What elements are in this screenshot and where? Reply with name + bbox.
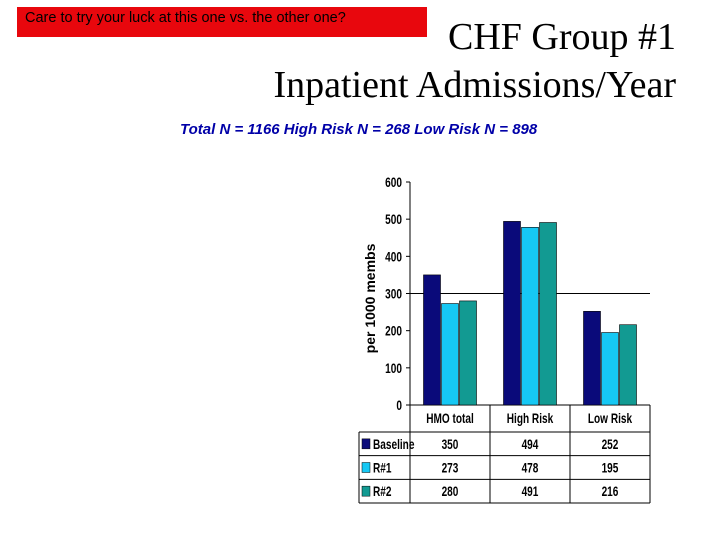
table-value-baseline-high-risk: 494 — [522, 436, 539, 452]
table-value-baseline-hmo-total: 350 — [442, 436, 459, 452]
y-tick-label-200: 200 — [385, 323, 402, 339]
table-value-r2-hmo-total: 280 — [442, 484, 459, 500]
bar-low-risk-r2 — [619, 324, 637, 406]
legend-swatch-r2 — [361, 485, 371, 497]
y-tick-label-300: 300 — [385, 286, 402, 302]
admissions-bar-chart: 0 100 200 300 400 500 600 per 1000 membs HMO tot… — [358, 174, 651, 504]
table-value-r2-high-risk: 491 — [522, 484, 539, 500]
table-value-r1-hmo-total: 273 — [442, 460, 459, 476]
bar-low-risk-baseline — [583, 311, 601, 406]
x-tick-label-hmo-total: HMO total — [426, 410, 474, 426]
banner-note: Care to try your luck at this one vs. th… — [17, 7, 427, 37]
bar-hmo-total-baseline — [423, 274, 441, 406]
legend-swatch-r1 — [361, 462, 371, 473]
legend-swatch-baseline — [361, 438, 371, 450]
slide-title-line1: CHF Group #1 — [447, 16, 676, 58]
y-tick-label-0: 0 — [396, 397, 402, 413]
table-value-r1-high-risk: 478 — [522, 460, 539, 476]
population-summary: Total N = 1166 High Risk N = 268 Low Ris… — [180, 121, 538, 138]
slide-title-line2: Inpatient Admissions/Year — [273, 64, 676, 106]
table-value-r1-low-risk: 195 — [602, 460, 619, 476]
y-tick-label-500: 500 — [385, 212, 402, 228]
bar-high-risk-r2 — [539, 222, 557, 406]
y-tick-label-600: 600 — [385, 174, 402, 190]
table-value-baseline-low-risk: 252 — [602, 436, 619, 452]
bar-hmo-total-r1 — [441, 303, 459, 406]
bar-high-risk-r1 — [521, 227, 539, 406]
legend-label-r1: R#1 — [373, 460, 392, 476]
legend-label-baseline: Baseline — [373, 436, 415, 452]
bar-hmo-total-r2 — [459, 300, 477, 406]
y-axis-label: per 1000 membs — [362, 243, 378, 353]
y-tick-label-100: 100 — [385, 360, 402, 376]
bar-high-risk-baseline — [503, 221, 521, 406]
x-tick-label-high-risk: High Risk — [507, 410, 554, 426]
bar-low-risk-r1 — [601, 332, 619, 406]
table-value-r2-low-risk: 216 — [602, 484, 619, 500]
legend-label-r2: R#2 — [373, 484, 392, 500]
x-tick-label-low-risk: Low Risk — [588, 410, 632, 426]
y-tick-label-400: 400 — [385, 249, 402, 265]
